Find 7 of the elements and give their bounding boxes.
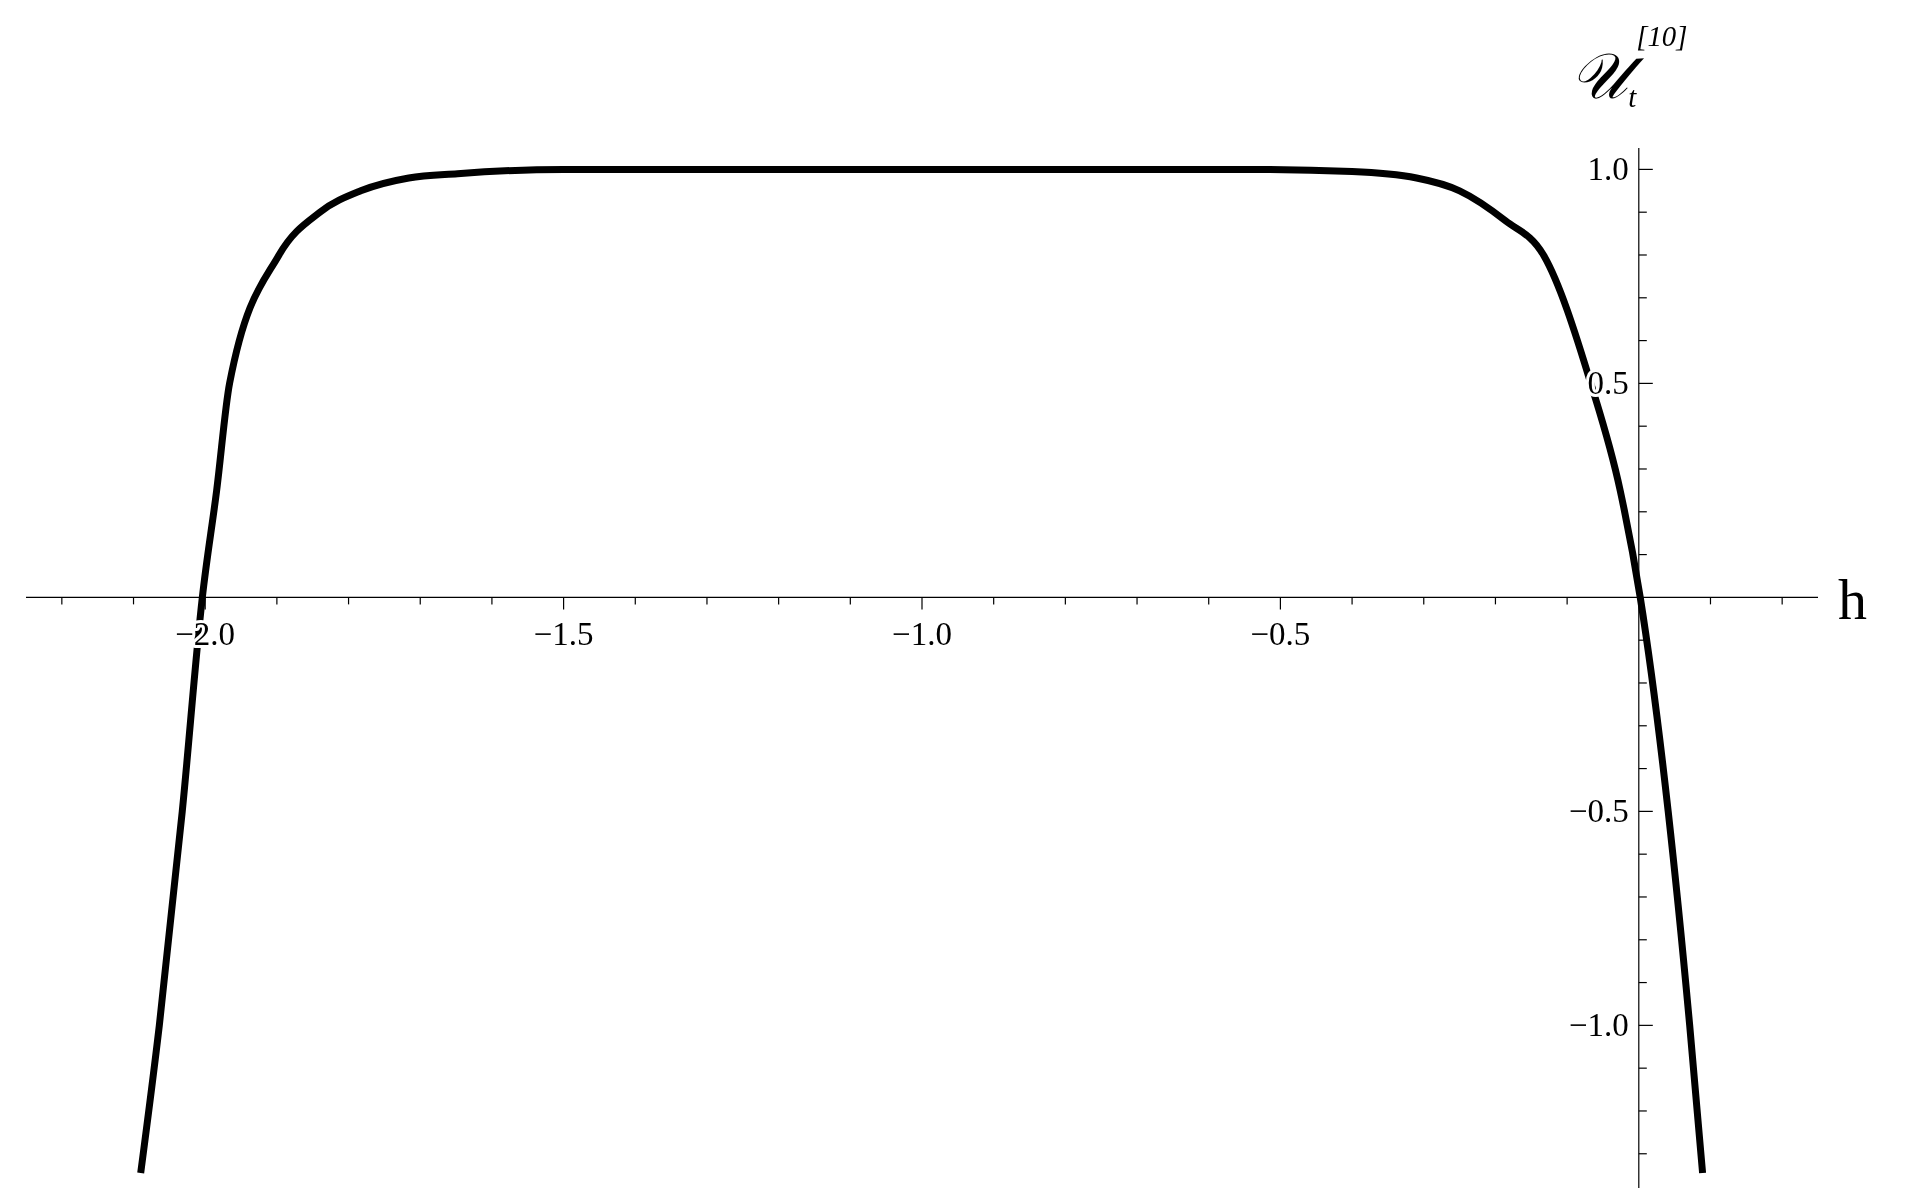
y-tick-label: −0.5	[1568, 793, 1629, 830]
x-tick-label: −1.5	[533, 616, 594, 653]
y-tick-label: −1.0	[1568, 1007, 1629, 1044]
x-axis-title: h	[1838, 567, 1867, 633]
x-tick-label: −0.5	[1250, 616, 1311, 653]
x-tick-label: −1.0	[892, 616, 952, 653]
y-tick-label: 1.0	[1587, 151, 1629, 188]
